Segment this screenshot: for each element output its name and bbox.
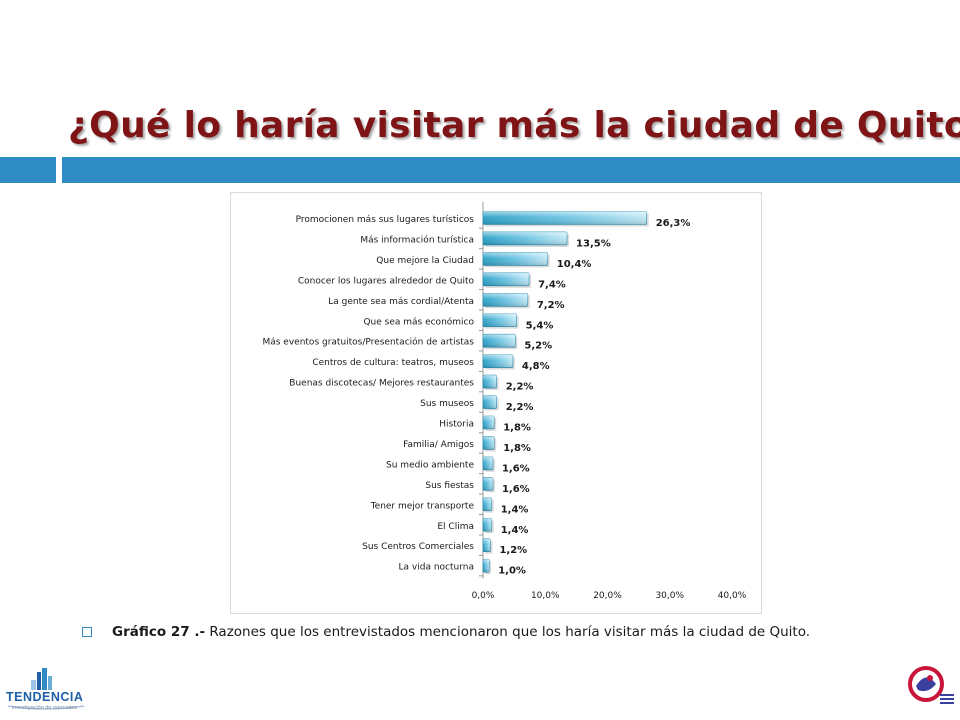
bar-highlight	[483, 456, 493, 470]
bar-highlight	[483, 293, 528, 307]
tendencia-logo-text: TENDENCIA	[6, 690, 84, 704]
tendencia-logo-subtext: investigación de mercados	[12, 705, 78, 711]
data-label: 5,4%	[526, 320, 554, 331]
page-title: ¿Qué lo haría visitar más la ciudad de Q…	[68, 105, 960, 146]
data-label: 1,8%	[503, 443, 531, 454]
x-tick-label: 10,0%	[531, 591, 560, 601]
data-label: 1,4%	[501, 525, 529, 536]
y-tick-label: Sus Centros Comerciales	[362, 542, 474, 552]
data-label: 1,0%	[498, 566, 526, 577]
caption-text: Razones que los entrevistados mencionaro…	[205, 624, 811, 640]
y-tick-label: Más eventos gratuitos/Presentación de ar…	[262, 337, 474, 348]
bar-highlight	[483, 252, 548, 266]
data-label: 7,4%	[538, 279, 566, 290]
y-tick-label: Sus museos	[420, 399, 474, 409]
x-tick-label: 20,0%	[593, 591, 622, 601]
quito-turismo-logo-icon	[908, 666, 954, 704]
data-label: 1,4%	[501, 504, 529, 515]
y-tick-label: Su medio ambiente	[386, 460, 474, 470]
y-tick-label: Buenas discotecas/ Mejores restaurantes	[289, 379, 474, 389]
chart-caption: Gráfico 27 .- Razones que los entrevista…	[112, 621, 912, 643]
y-tick-label: Familia/ Amigos	[403, 440, 474, 450]
data-label: 4,8%	[522, 361, 550, 372]
bar-chart: Promocionen más sus lugares turísticos 26…	[262, 202, 747, 601]
caption-bullet-icon	[82, 627, 92, 637]
bar-highlight	[483, 231, 568, 245]
y-tick-label: Historia	[439, 420, 474, 430]
bar-highlight	[483, 211, 647, 225]
y-tick-label: Que sea más económico	[363, 316, 474, 327]
data-label: 13,5%	[576, 238, 611, 249]
x-tick-label: 40,0%	[718, 591, 747, 601]
data-label: 2,2%	[506, 382, 534, 393]
y-tick-label: La vida nocturna	[399, 563, 474, 573]
y-tick-label: Conocer los lugares alrededor de Quito	[298, 276, 475, 286]
bar-highlight	[483, 354, 513, 368]
bar-highlight	[483, 477, 493, 491]
data-label: 26,3%	[656, 218, 691, 229]
bar-highlight	[483, 272, 530, 286]
y-tick-label: El Clima	[437, 522, 474, 532]
bar-highlight	[483, 334, 516, 348]
y-tick-label: La gente sea más cordial/Atenta	[328, 297, 474, 307]
bar-highlight	[483, 375, 497, 389]
y-tick-label: Más información turística	[360, 234, 474, 245]
bar-highlight	[483, 313, 517, 327]
y-tick-label: Que mejore la Ciudad	[376, 256, 474, 266]
bar-highlight	[483, 518, 492, 532]
bar-highlight	[483, 416, 495, 429]
y-tick-label: Tener mejor transporte	[370, 501, 475, 511]
data-label: 7,2%	[537, 300, 565, 311]
x-tick-label: 0,0%	[472, 591, 495, 601]
header-accent-bar	[62, 157, 960, 183]
caption-label: Gráfico 27 .-	[112, 624, 206, 640]
data-label: 1,6%	[502, 463, 530, 474]
data-label: 2,2%	[506, 402, 534, 413]
data-label: 5,2%	[524, 341, 552, 352]
y-tick-label: Centros de cultura: teatros, museos	[312, 358, 474, 368]
y-tick-label: Sus fiestas	[425, 481, 474, 491]
data-label: 10,4%	[557, 259, 592, 270]
data-label: 1,8%	[503, 423, 531, 434]
tendencia-logo-icon	[7, 668, 85, 710]
bar-highlight	[483, 559, 490, 573]
bar-highlight	[483, 436, 495, 450]
y-tick-label: Promocionen más sus lugares turísticos	[296, 215, 475, 225]
header-accent-bar-left	[0, 157, 56, 183]
data-label: 1,6%	[502, 484, 530, 495]
bar-highlight	[483, 497, 492, 511]
bar-highlight	[483, 395, 497, 409]
bar-highlight	[483, 538, 491, 552]
data-label: 1,2%	[499, 545, 527, 556]
x-tick-label: 30,0%	[655, 591, 684, 601]
